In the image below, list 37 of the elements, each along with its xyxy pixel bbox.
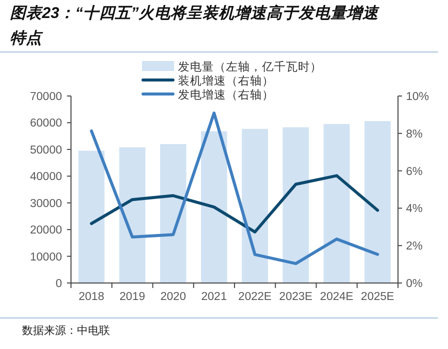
y-tick-label: 0 [56,278,62,290]
y-tick-label: 70000 [30,91,62,103]
x-tick-label: 2025E [360,291,395,303]
bar [200,131,228,283]
bar [282,127,309,283]
y-tick-label: 60000 [30,118,62,130]
x-tick-label: 2023E [279,291,313,303]
x-tick-label: 2022E [238,291,272,303]
y2-tick-label: 8% [406,128,423,140]
legend-label: 发电量（左轴，亿千瓦时） [178,60,322,74]
y-tick-label: 50000 [30,144,62,156]
bar [364,121,391,283]
x-tick-label: 2020 [160,291,186,303]
x-tick-label: 2018 [78,291,104,303]
bar [119,147,146,283]
chart-title: 图表23：“十四五”火电将呈装机增速高于发电量增速特点 [10,4,380,47]
line-series [90,112,380,266]
x-tick-label: 2021 [201,291,227,303]
y-tick-label: 20000 [30,224,62,237]
y-tick-label: 30000 [30,198,62,210]
bar [324,124,350,283]
x-tick-label: 2019 [120,291,146,303]
x-tick-label: 2024E [320,291,354,303]
bar [160,144,186,283]
y2-tick-label: 4% [406,203,423,216]
y2-tick-label: 6% [406,166,423,178]
y2-tick-label: 0% [406,278,423,290]
y2-tick-label: 2% [406,240,423,253]
y-tick-label: 10000 [30,251,62,264]
bar [78,150,105,283]
bar [242,128,268,283]
legend-label: 装机增速（右轴） [178,74,274,88]
y2-tick-label: 10% [406,91,430,103]
y-tick-label: 40000 [30,171,62,184]
line-series [90,174,380,234]
legend-label: 发电增速（右轴） [178,88,274,102]
source-note: 数据来源：中电联 [22,324,110,337]
